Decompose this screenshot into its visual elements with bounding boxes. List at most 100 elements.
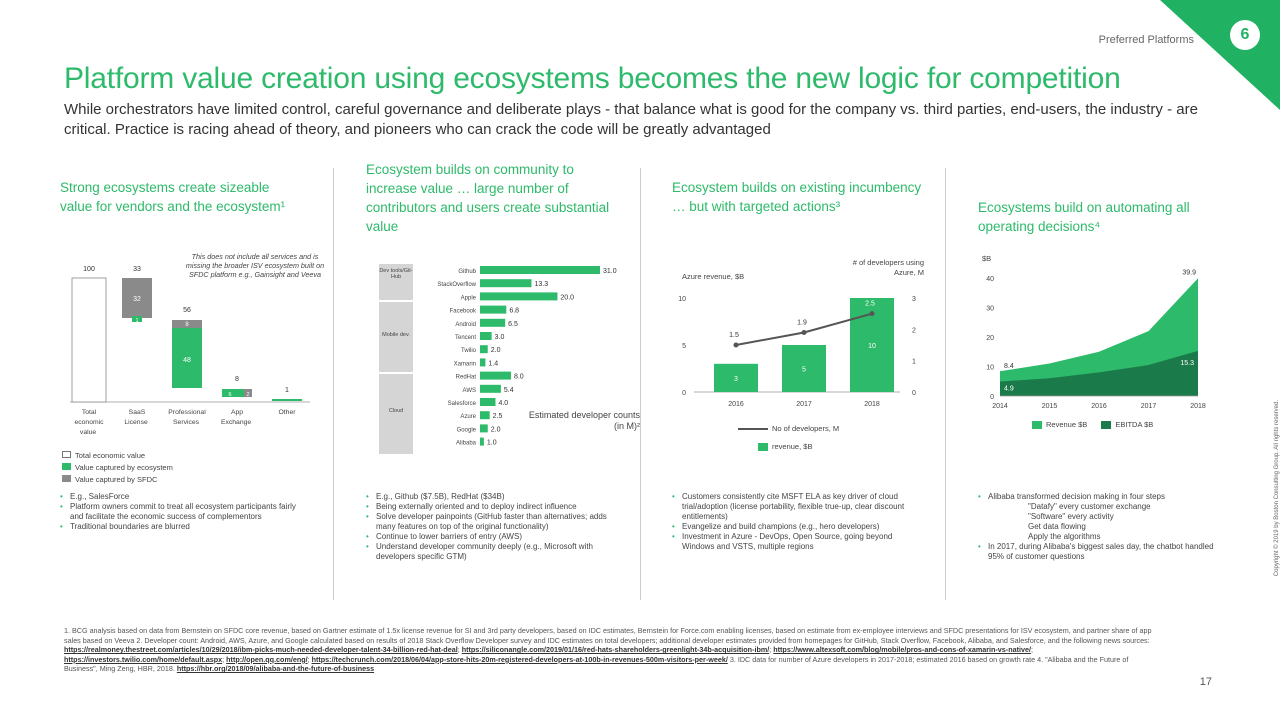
- bar-other: [272, 399, 302, 401]
- dev-value-label: 6.8: [509, 308, 519, 315]
- footnote-link[interactable]: https://siliconangle.com/2019/01/16/red-…: [461, 645, 770, 655]
- col4-bullets: Alibaba transformed decision making in f…: [976, 492, 1216, 562]
- alibaba-point-label: 4.9: [1004, 386, 1014, 393]
- dev-bar: [480, 345, 488, 354]
- azure-right-tick: 0: [912, 390, 916, 397]
- azure-right-tick: 1: [912, 359, 916, 366]
- alibaba-axis-unit: $B: [982, 254, 992, 263]
- dev-value-label: 4.0: [498, 400, 508, 407]
- dev-value-label: 1.4: [488, 360, 498, 367]
- alibaba-y-tick: 10: [986, 365, 994, 372]
- copyright-note: Copyright © 2019 by Boston Consulting Gr…: [1274, 400, 1280, 577]
- alibaba-y-tick: 40: [986, 276, 994, 283]
- azure-dev-point: [733, 342, 739, 348]
- alibaba-ebitda-area: [1000, 350, 1198, 396]
- alibaba-x-label: 2016: [1091, 403, 1107, 410]
- page-title: Platform value creation using ecosystems…: [64, 62, 1121, 95]
- dev-value-label: 31.0: [603, 268, 617, 275]
- dev-cat-label: Xamarin: [454, 361, 476, 367]
- azure-x-label: 2018: [864, 401, 880, 408]
- dev-bar: [480, 384, 501, 393]
- azure-x-label: 2016: [728, 401, 744, 408]
- group-labels: Dev tools/Git-Hub Mobile dev. Cloud: [379, 264, 413, 454]
- col1-legend: Total economic value Value captured by e…: [62, 450, 173, 486]
- dev-cat-label: Twilio: [461, 348, 477, 354]
- dev-value-label: 20.0: [560, 294, 574, 301]
- dev-value-label: 8.0: [514, 374, 524, 381]
- col3-heading: Ecosystem builds on existing incumbency …: [672, 180, 922, 214]
- azure-chart: 0 5 10 0 1 2 3 3 2016 5 2017 10 2018 1.5 1.9 2.5: [678, 296, 916, 408]
- dev-cat-label: Github: [458, 269, 476, 275]
- dev-cat-label: Salesforce: [448, 401, 477, 407]
- footnote-link[interactable]: https://hbr.org/2018/09/alibaba-and-the-…: [176, 664, 375, 674]
- seg-label-app-sfdc: 2: [246, 392, 249, 398]
- azure-left-tick: 0: [682, 390, 686, 397]
- waterfall-chart: 100 33 32 1 56 8 48 8 6 2 1 Total economi…: [70, 266, 310, 436]
- azure-bar-label: 10: [868, 343, 876, 350]
- footnote-link[interactable]: http://open.qq.com/eng/: [226, 654, 308, 664]
- dev-bar: [480, 398, 496, 406]
- dev-cat-label: RedHat: [456, 375, 477, 381]
- col4-heading: Ecosystems build on automating all opera…: [978, 200, 1190, 234]
- azure-right-tick: 3: [912, 296, 916, 303]
- dev-cat-label: Apple: [461, 295, 477, 301]
- col1-heading: Strong ecosystems create sizeable value …: [60, 180, 286, 214]
- footnote-link[interactable]: https://www.altexsoft.com/blog/mobile/pr…: [773, 645, 1031, 655]
- seg-label-prof-sfdc: 8: [185, 322, 189, 328]
- page-subtitle: While orchestrators have limited control…: [64, 101, 1198, 138]
- dev-cat-label: AWS: [463, 388, 476, 394]
- dev-value-label: 3.0: [495, 334, 505, 341]
- bar-saas-eco: [132, 316, 142, 322]
- dev-value-label: 5.4: [504, 387, 514, 394]
- dev-chart-label: Estimated developer counts (in M)²: [528, 410, 640, 431]
- dev-bar: [480, 358, 486, 367]
- dev-bar: [480, 266, 600, 274]
- alibaba-y-tick: 0: [990, 394, 994, 401]
- dev-value-label: 13.3: [534, 281, 548, 288]
- azure-dev-point: [801, 329, 807, 335]
- alibaba-chart: 0 10 20 30 40 2014 2015 2016 2017 2018 8.4 39.9 4.9 1…: [986, 269, 1206, 410]
- azure-left-tick: 10: [678, 296, 686, 303]
- footnote-link[interactable]: https://realmoney.thestreet.com/articles…: [64, 645, 458, 655]
- footnote-link[interactable]: https://techcrunch.com/2018/06/04/app-st…: [311, 654, 728, 664]
- bar-app-eco: [222, 389, 244, 397]
- dev-cat-label: Tencent: [455, 335, 476, 341]
- dev-value-label: 6.5: [508, 321, 518, 328]
- dev-bar: [480, 332, 492, 340]
- label-other: 1: [285, 387, 289, 394]
- label-prof: 56: [183, 307, 191, 314]
- bar-app-sfdc: [244, 389, 252, 397]
- section-tag: Preferred Platforms: [1098, 34, 1194, 46]
- dev-value-label: 1.0: [487, 440, 497, 447]
- dev-bar: [480, 292, 558, 301]
- col1-bullets: E.g., SalesForce Platform owners commit …: [58, 492, 308, 532]
- azure-dev-label: 2.5: [865, 301, 875, 308]
- seg-label-app-eco: 6: [228, 392, 231, 398]
- azure-dev-label: 1.5: [729, 332, 739, 339]
- azure-x-label: 2017: [796, 401, 812, 408]
- column-divider: [640, 168, 641, 600]
- dev-value-label: 2.5: [493, 413, 503, 420]
- seg-label-saas-sfdc: 32: [133, 296, 141, 303]
- seg-label-prof-eco: 48: [183, 357, 191, 364]
- developer-count-chart: Github 31.0 StackOverflow 13.3 Apple 20.0 Face…: [437, 266, 617, 447]
- dev-cat-label: Alibaba: [456, 441, 477, 447]
- dev-cat-label: Azure: [460, 414, 476, 420]
- dev-bar: [480, 437, 484, 446]
- col3-bullets: Customers consistently cite MSFT ELA as …: [670, 492, 910, 552]
- dev-cat-label: Android: [455, 322, 476, 328]
- cat-total-1: Total: [82, 409, 97, 416]
- bar-total: [71, 277, 107, 403]
- alibaba-legend: Revenue $B EBITDA $B: [1032, 420, 1153, 430]
- alibaba-x-label: 2015: [1042, 403, 1058, 410]
- column-divider: [333, 168, 334, 600]
- alibaba-point-label: 15.3: [1180, 360, 1194, 367]
- page-badge: 6: [1230, 20, 1260, 50]
- alibaba-point-label: 39.9: [1182, 269, 1196, 276]
- azure-bar-label: 5: [802, 367, 806, 374]
- azure-left-tick: 5: [682, 343, 686, 350]
- footnote-link[interactable]: https://investors.twilio.com/home/defaul…: [64, 654, 223, 664]
- alibaba-x-label: 2014: [992, 403, 1008, 410]
- page-number: 17: [1199, 676, 1212, 688]
